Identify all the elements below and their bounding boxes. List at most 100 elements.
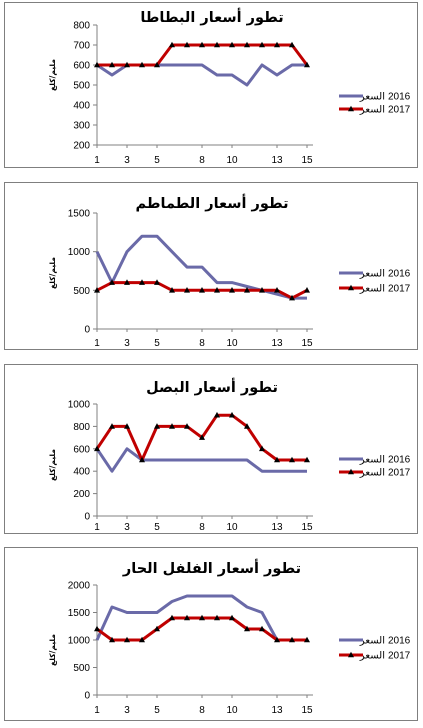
data-point-marker xyxy=(244,41,250,48)
legend-year-2017: 2017 xyxy=(388,468,411,479)
legend-year-2017: 2017 xyxy=(388,651,411,662)
y-tick-label: 500 xyxy=(73,81,90,92)
chart-svg-onion: تطور أسعار البصل مليم/كلغ 0 200 400 600 800 100… xyxy=(48,378,411,533)
y-tick-label: 700 xyxy=(73,41,90,52)
legend-year-2017: 2017 xyxy=(388,105,411,116)
y-tick-label: 400 xyxy=(73,467,90,478)
x-tick-label: 1 xyxy=(94,338,100,349)
y-tick-label: 1500 xyxy=(68,608,91,619)
data-point-marker xyxy=(169,614,175,621)
chart-panel-onion: تطور أسعار البصل مليم/كلغ 0 200 400 600 800 100… xyxy=(4,364,418,534)
y-tick-label: 400 xyxy=(73,101,90,112)
data-point-marker xyxy=(229,41,235,48)
data-point-marker xyxy=(199,41,205,48)
data-point-marker xyxy=(124,423,130,429)
chart-title: تطور أسعار الطماطم xyxy=(135,194,288,212)
data-point-marker xyxy=(199,287,205,293)
legend-year-2016: 2016 xyxy=(388,269,411,280)
chart-panel-hot-pepper: تطور أسعار الفلفل الحار مليم/كلغ 0 500 1000 1… xyxy=(4,547,418,721)
y-tick-label: 0 xyxy=(84,512,90,523)
chart-svg-potato: تطور أسعار البطاطا مليم/كلغ 200 300 400 500 60… xyxy=(48,8,411,166)
legend-year-2017: 2017 xyxy=(388,284,411,295)
data-point-marker xyxy=(124,279,130,285)
y-tick-label: 300 xyxy=(73,121,90,132)
legend-year-2016: 2016 xyxy=(388,455,411,466)
data-point-marker xyxy=(259,287,265,293)
y-tick-label: 200 xyxy=(73,141,90,152)
data-point-marker xyxy=(229,614,235,621)
data-point-marker xyxy=(214,614,220,621)
data-point-marker xyxy=(184,41,190,48)
data-point-marker xyxy=(274,636,280,643)
data-point-marker xyxy=(244,625,250,632)
data-point-marker xyxy=(259,41,265,48)
x-tick-label: 8 xyxy=(199,522,205,533)
data-point-marker xyxy=(244,287,250,293)
data-point-marker xyxy=(199,434,205,440)
x-tick-label: 8 xyxy=(199,338,205,349)
x-tick-label: 15 xyxy=(301,338,313,349)
data-point-marker xyxy=(169,423,175,429)
data-point-marker xyxy=(154,61,160,68)
data-point-marker xyxy=(229,287,235,293)
legend-marker xyxy=(348,651,354,658)
legend-label-2016: السعر xyxy=(359,455,385,466)
x-tick-label: 3 xyxy=(124,705,130,716)
data-point-marker xyxy=(214,411,220,418)
data-point-marker xyxy=(214,287,220,293)
data-point-marker xyxy=(94,445,100,452)
series-line-2016 xyxy=(96,63,307,87)
x-tick-label: 13 xyxy=(271,705,283,716)
x-tick-label: 10 xyxy=(226,522,238,533)
x-tick-label: 3 xyxy=(124,338,130,349)
series-line-2016 xyxy=(95,594,307,642)
y-tick-label: 1500 xyxy=(68,209,91,220)
data-point-marker xyxy=(139,61,145,68)
data-point-marker xyxy=(109,279,115,285)
x-tick-label: 10 xyxy=(226,155,238,166)
data-point-marker xyxy=(274,456,280,463)
data-point-marker xyxy=(274,287,280,293)
data-point-marker xyxy=(154,625,160,632)
x-tick-label: 5 xyxy=(154,338,160,349)
data-point-marker xyxy=(154,423,160,429)
legend-year-2016: 2016 xyxy=(388,92,411,103)
data-point-marker xyxy=(184,287,190,293)
data-point-marker xyxy=(259,625,265,632)
data-point-marker xyxy=(259,445,265,452)
y-tick-label: 600 xyxy=(73,444,90,455)
data-point-marker xyxy=(94,61,100,68)
x-tick-label: 13 xyxy=(271,522,283,533)
legend-label-2016: السعر xyxy=(359,636,385,647)
x-tick-label: 15 xyxy=(301,522,313,533)
y-tick-label: 1000 xyxy=(68,247,91,258)
series-line-2016 xyxy=(95,234,307,300)
legend-label-2016: السعر xyxy=(359,269,385,280)
legend-label-2017: السعر xyxy=(359,651,385,662)
data-point-marker xyxy=(289,41,295,48)
x-tick-label: 8 xyxy=(199,705,205,716)
data-point-marker xyxy=(184,614,190,621)
data-point-marker xyxy=(109,423,115,429)
data-point-marker xyxy=(154,279,160,285)
data-point-marker xyxy=(169,287,175,293)
data-point-marker xyxy=(304,456,310,463)
data-point-marker xyxy=(244,423,250,429)
legend-label-2017: السعر xyxy=(359,105,385,116)
chart-title: تطور أسعار الفلفل الحار xyxy=(122,559,301,577)
data-point-marker xyxy=(124,636,130,643)
data-point-marker xyxy=(214,41,220,48)
data-point-marker xyxy=(289,294,295,301)
data-point-marker xyxy=(289,456,295,463)
data-point-marker xyxy=(124,61,130,68)
y-axis-label: مليم/كلغ xyxy=(48,449,57,481)
data-point-marker xyxy=(304,287,310,293)
data-point-marker xyxy=(94,625,100,632)
y-tick-label: 0 xyxy=(84,325,90,336)
x-tick-label: 15 xyxy=(301,155,313,166)
x-tick-label: 3 xyxy=(124,522,130,533)
chart-title: تطور أسعار البصل xyxy=(146,378,278,396)
y-tick-label: 800 xyxy=(73,21,90,32)
data-point-marker xyxy=(169,41,175,48)
